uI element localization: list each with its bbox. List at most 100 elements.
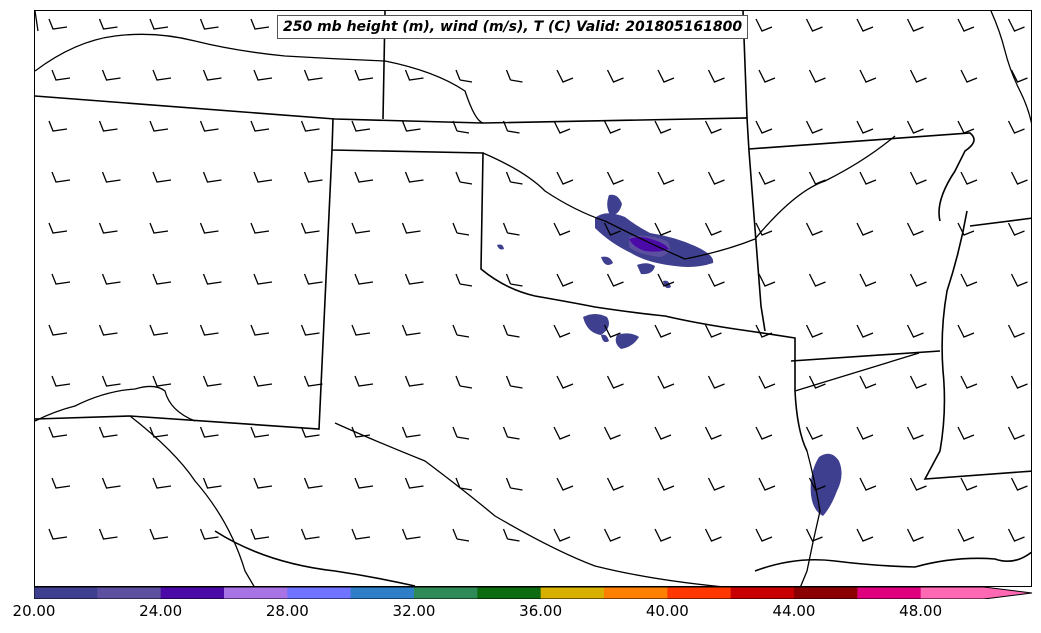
wind-barb <box>909 69 927 83</box>
wind-barb <box>606 477 624 491</box>
temp-contour-fill <box>629 237 669 252</box>
wind-barb <box>300 528 320 540</box>
wind-barb <box>906 324 924 338</box>
wind-barb <box>404 171 424 183</box>
colorbar-segment <box>224 587 288 599</box>
wind-barb <box>149 222 169 234</box>
wind-barb <box>502 222 520 236</box>
wind-barb <box>856 528 874 542</box>
wind-barb <box>856 18 874 32</box>
temp-contour-fill <box>601 256 613 265</box>
wind-barb <box>556 273 574 287</box>
wind-barb <box>354 69 374 81</box>
wind-barb <box>805 120 823 134</box>
wind-barb <box>909 477 927 491</box>
wind-barb <box>808 477 826 491</box>
wind-barb <box>505 375 523 389</box>
colorbar-segment <box>97 587 162 599</box>
wind-barb <box>856 120 874 134</box>
wind-barb <box>401 222 421 234</box>
wind-barb <box>300 426 320 438</box>
wind-barb <box>455 477 473 491</box>
wind-barb <box>856 426 874 440</box>
wind-barb <box>253 171 273 183</box>
wind-barb <box>758 477 776 491</box>
wind-barb <box>404 477 424 489</box>
wind-barb <box>149 120 169 132</box>
wind-barb <box>805 222 823 236</box>
colorbar-outline <box>34 587 1033 599</box>
wind-barb <box>654 324 672 338</box>
wind-barb <box>202 69 222 81</box>
wind-barb <box>960 69 978 83</box>
wind-barb <box>1007 528 1025 542</box>
wind-barb <box>755 528 773 542</box>
wind-barb <box>859 69 877 83</box>
colorbar-segment <box>667 587 732 599</box>
wind-barb <box>603 324 621 338</box>
wind-barb <box>654 120 672 134</box>
wind-barb <box>960 273 978 287</box>
wind-barb <box>758 69 776 83</box>
wind-barb <box>250 528 270 540</box>
wind-barb <box>1010 375 1028 389</box>
wind-barb <box>505 477 523 491</box>
colorbar-segment <box>477 587 542 599</box>
wind-barb <box>957 222 975 236</box>
wind-barb <box>253 69 273 81</box>
wind-barb <box>48 426 68 438</box>
wind-barb <box>98 120 118 132</box>
wind-barb <box>202 273 222 285</box>
temp-contour-fill <box>615 333 639 349</box>
wind-barb <box>101 273 121 285</box>
wind-barb <box>606 69 624 83</box>
wind-barb <box>51 477 71 489</box>
wind-barb <box>253 273 273 285</box>
wind-barb <box>805 528 823 542</box>
wind-barb <box>505 69 523 83</box>
wind-barb <box>351 426 371 438</box>
wind-barb <box>48 222 68 234</box>
wind-barb <box>404 375 424 387</box>
wind-barb <box>401 120 421 132</box>
wind-barb <box>657 375 675 389</box>
wind-barb <box>808 273 826 287</box>
wind-barb <box>149 18 169 30</box>
wind-barb <box>1007 120 1025 134</box>
wind-barb <box>856 222 874 236</box>
wind-barb <box>553 222 571 236</box>
wind-barb <box>654 222 672 236</box>
wind-barb <box>152 69 172 81</box>
map-panel <box>34 10 1032 587</box>
wind-barb <box>199 222 219 234</box>
map-title: 250 mb height (m), wind (m/s), T (C) Val… <box>277 15 749 39</box>
wind-barb <box>603 120 621 134</box>
wind-barb <box>755 426 773 440</box>
wind-barb <box>401 426 421 438</box>
wind-barb <box>755 18 773 32</box>
wind-barb <box>51 171 71 183</box>
wind-barb <box>101 477 121 489</box>
wind-barb <box>48 528 68 540</box>
wind-barb <box>957 426 975 440</box>
colorbar-segment <box>350 587 415 599</box>
wind-barb <box>606 171 624 185</box>
wind-barb <box>758 375 776 389</box>
colorbar <box>34 587 1033 599</box>
colorbar-segment <box>160 587 225 599</box>
wind-barb <box>202 171 222 183</box>
wind-barb <box>303 69 323 81</box>
wind-barb <box>452 426 470 440</box>
wind-barb <box>98 426 118 438</box>
wind-barb <box>906 426 924 440</box>
wind-barb <box>906 222 924 236</box>
wind-barb <box>704 426 722 440</box>
wind-barb <box>758 273 776 287</box>
wind-barb <box>704 528 722 542</box>
wind-barb <box>654 426 672 440</box>
wind-barb <box>704 222 722 236</box>
wind-barb <box>1007 324 1025 338</box>
state-borders <box>35 11 1031 586</box>
wind-barb <box>202 477 222 489</box>
wind-barb <box>149 426 169 438</box>
